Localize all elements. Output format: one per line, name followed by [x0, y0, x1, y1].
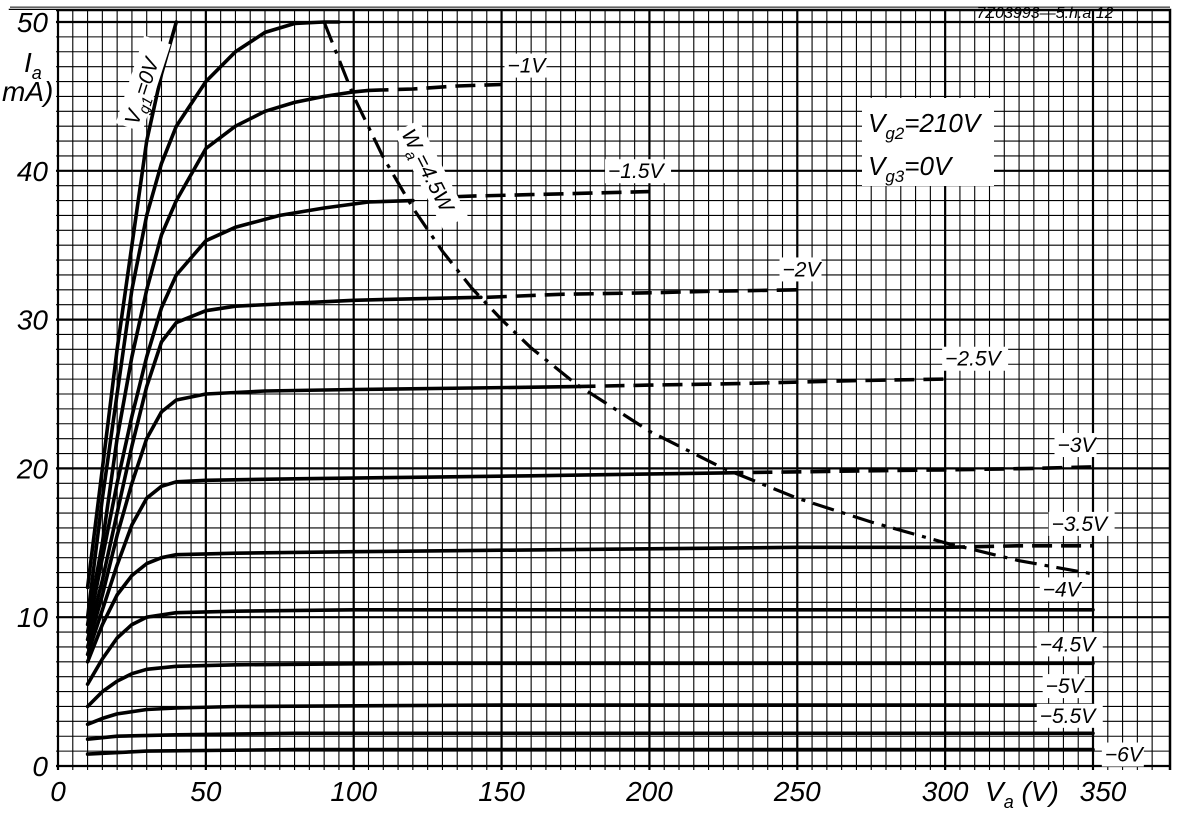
vg2-condition: Vg2=210V [868, 108, 983, 143]
dissipation-label-backdrop [393, 120, 468, 229]
label-backdrop [4, 770, 1172, 810]
series-label-backdrop [1042, 674, 1085, 699]
series-label-backdrop [1039, 577, 1082, 602]
series-label-backdrop [942, 346, 1009, 371]
series-line-2 [85, 20, 341, 619]
series-label-backdrop [1054, 433, 1097, 458]
series-line-5 [85, 295, 483, 642]
y-tick-label: 40 [17, 156, 49, 187]
series-line-dashed-4 [427, 189, 650, 200]
series-label-backdrop [1036, 632, 1103, 657]
x-axis-label: Va (V) [985, 776, 1059, 812]
series-line-3 [85, 88, 371, 627]
series-line-8 [85, 545, 947, 664]
series-line-dashed-8 [945, 544, 1093, 550]
series-line-12 [85, 731, 1095, 741]
series-line-9 [85, 608, 1095, 686]
dissipation-curve [322, 21, 1094, 576]
series-line-dashed-3 [368, 82, 502, 93]
y-tick-label: 10 [17, 602, 49, 633]
series-line-7 [85, 471, 726, 657]
series-label-backdrop [605, 159, 672, 184]
y-axis-label: Ia [24, 47, 42, 83]
series-line-dashed-7 [723, 465, 1094, 475]
series-label: −4.5V [1040, 633, 1097, 656]
series-label: −3.5V [1052, 513, 1109, 536]
series-label: −5.5V [1040, 705, 1097, 728]
conditions-box: Vg2=210V Vg3=0V [862, 98, 994, 186]
x-tick-label: 50 [190, 776, 222, 807]
plot-frame [4, 8, 1172, 810]
x-tick-label: 0 [50, 776, 66, 807]
y-tick-label: 0 [32, 751, 48, 782]
label-backdrop [4, 10, 56, 770]
x-tick-label: 350 [1080, 776, 1127, 807]
labels: 0 50 100 150 200 250 300 350 Va (V) 0 10 20 30 40 50 Ia… [2, 7, 1145, 812]
series-line-11 [85, 703, 1095, 727]
series-curves [85, 20, 1095, 756]
y-tick-label: 30 [17, 305, 49, 336]
series-line-1 [85, 20, 179, 590]
x-tick-label: 100 [330, 776, 377, 807]
series-line-13 [85, 747, 1095, 756]
x-tick-label: 250 [773, 776, 821, 807]
dissipation-line [322, 21, 1094, 576]
series-label: −2V [783, 258, 823, 281]
series-label-backdrop [115, 35, 171, 132]
series-label: −4V [1043, 578, 1083, 601]
series-line-10 [85, 661, 1095, 709]
series-label: −2.5V [945, 348, 1002, 371]
x-tick-label: 300 [922, 776, 969, 807]
series-label: −6V [1105, 744, 1145, 767]
x-tick-label: 200 [625, 776, 673, 807]
series-label-backdrop [1036, 703, 1103, 728]
series-line-dashed-6 [575, 377, 946, 389]
y-tick-label: 50 [17, 7, 49, 38]
series-label-backdrop [1048, 511, 1115, 536]
series-label: −1V [507, 55, 547, 78]
series-label-backdrop [779, 257, 822, 282]
vg3-condition: Vg3=0V [868, 151, 954, 186]
series-line-6 [85, 384, 578, 649]
y-axis-unit: mA) [2, 76, 53, 107]
series-label: −1.5V [608, 160, 665, 183]
series-label: −3V [1058, 434, 1098, 457]
figure-code: 7Z03993—5.h.a.12 [977, 5, 1114, 22]
y-tick-label: 20 [16, 453, 49, 484]
series-line-4 [85, 198, 415, 634]
series-line-dashed-5 [486, 288, 798, 300]
series-label-backdrop [1101, 742, 1144, 767]
x-tick-label: 150 [478, 776, 525, 807]
series-label-backdrop [504, 53, 547, 78]
series-label: −5V [1046, 675, 1086, 698]
